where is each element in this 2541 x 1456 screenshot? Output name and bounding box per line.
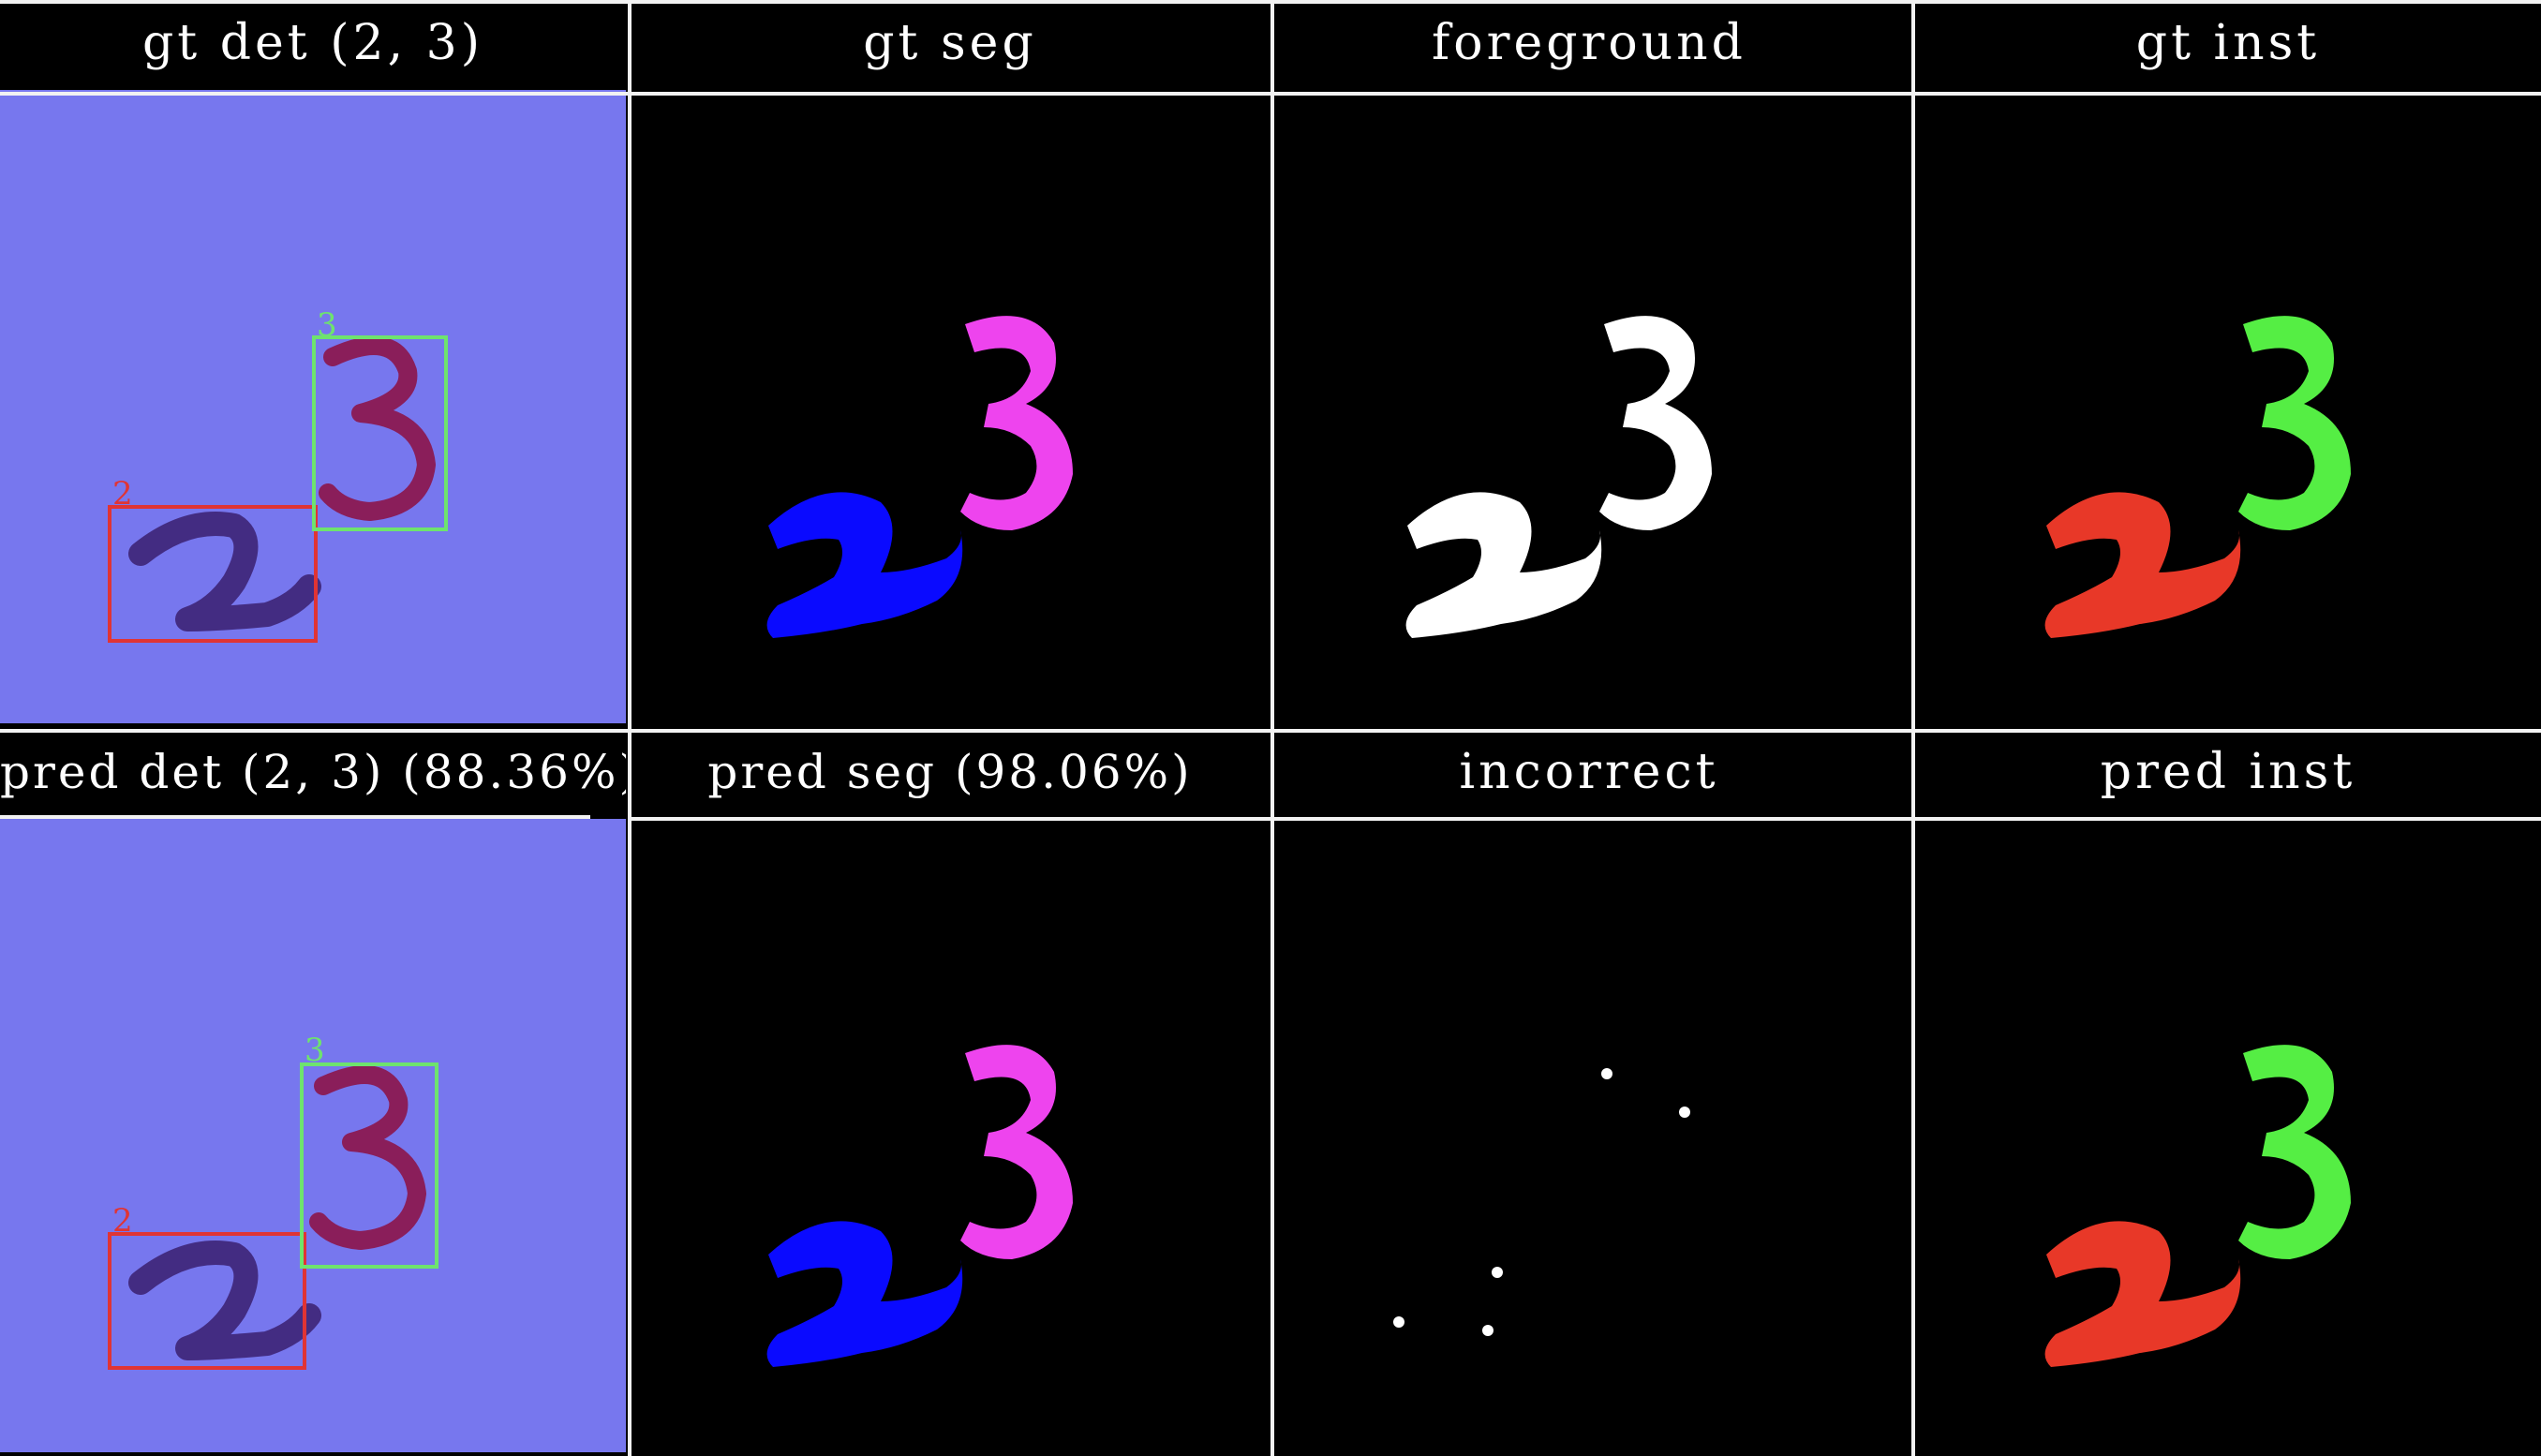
panel-pred-inst: pred inst (1915, 729, 2541, 1452)
gt-det-image: 2 3 (0, 90, 626, 723)
seg-digit-3 (960, 1045, 1073, 1259)
panel-image (1276, 819, 1902, 1452)
bbox-label-3: 3 (305, 1032, 325, 1069)
seg-digit-3 (960, 316, 1073, 530)
divider-col-3 (1911, 0, 1915, 1456)
digit-3-glyph (319, 336, 436, 521)
incorrect-image (1276, 819, 1902, 1452)
divider-col-2 (1270, 0, 1274, 1456)
panel-title: pred seg (98.06%) (707, 745, 1193, 799)
pred-inst-image (1915, 819, 2541, 1452)
panel-image (637, 819, 1263, 1452)
divider-row2-title-left (0, 815, 590, 819)
gt-inst-image (1915, 90, 2541, 723)
panel-image: 2 3 (0, 90, 626, 723)
bbox-digit-2 (108, 505, 318, 643)
inst-digit-3 (2238, 1045, 2351, 1259)
panel-image: 2 3 (0, 819, 626, 1452)
digit-2-glyph (128, 1241, 321, 1360)
bbox-label-2: 2 (112, 1202, 133, 1240)
panel-title: foreground (1432, 15, 1746, 71)
bbox-digit-3 (312, 335, 448, 531)
error-pixel (1482, 1325, 1493, 1336)
digit-3-glyph (309, 1065, 426, 1250)
pred-det-image: 2 3 (0, 819, 626, 1452)
panel-title: incorrect (1459, 744, 1719, 800)
bbox-digit-2 (108, 1232, 306, 1370)
panel-gt-det: gt det (2, 3) 2 3 (0, 0, 626, 723)
inst-digit-2 (2044, 492, 2241, 638)
panel-image (1276, 90, 1902, 723)
panel-image (1915, 90, 2541, 723)
panel-title: gt inst (2135, 15, 2321, 71)
divider-row2-title (628, 817, 2541, 821)
panel-image (637, 90, 1263, 723)
panel-title: pred inst (2100, 744, 2356, 800)
panel-title: gt seg (863, 15, 1037, 71)
error-pixel (1492, 1267, 1503, 1278)
seg-digit-2 (766, 1221, 963, 1367)
seg-digit-2 (766, 492, 963, 638)
error-pixel (1393, 1316, 1404, 1328)
inst-digit-2 (2044, 1221, 2241, 1367)
panel-title: pred det (2, 3) (88.36%) (0, 745, 626, 799)
image-background (0, 819, 626, 1452)
panel-incorrect: incorrect (1276, 729, 1902, 1452)
bbox-label-3: 3 (317, 306, 337, 344)
bbox-digit-3 (300, 1062, 438, 1269)
foreground-image (1276, 90, 1902, 723)
digit-2-glyph (128, 512, 321, 631)
panel-pred-seg: pred seg (98.06%) (637, 729, 1263, 1452)
error-pixel (1679, 1107, 1690, 1118)
pred-seg-image (637, 819, 1263, 1452)
panel-gt-seg: gt seg (637, 0, 1263, 723)
fg-digit-2 (1405, 492, 1602, 638)
panel-foreground: foreground (1276, 0, 1902, 723)
panel-gt-inst: gt inst (1915, 0, 2541, 723)
bbox-label-2: 2 (112, 475, 133, 513)
inst-digit-3 (2238, 316, 2351, 530)
divider-col-1 (628, 0, 632, 1456)
panel-pred-det: pred det (2, 3) (88.36%) 2 3 (0, 729, 626, 1452)
error-pixel (1601, 1068, 1612, 1079)
fg-digit-3 (1599, 316, 1712, 530)
gt-seg-image (637, 90, 1263, 723)
panel-image (1915, 819, 2541, 1452)
panel-title: gt det (2, 3) (142, 15, 483, 71)
